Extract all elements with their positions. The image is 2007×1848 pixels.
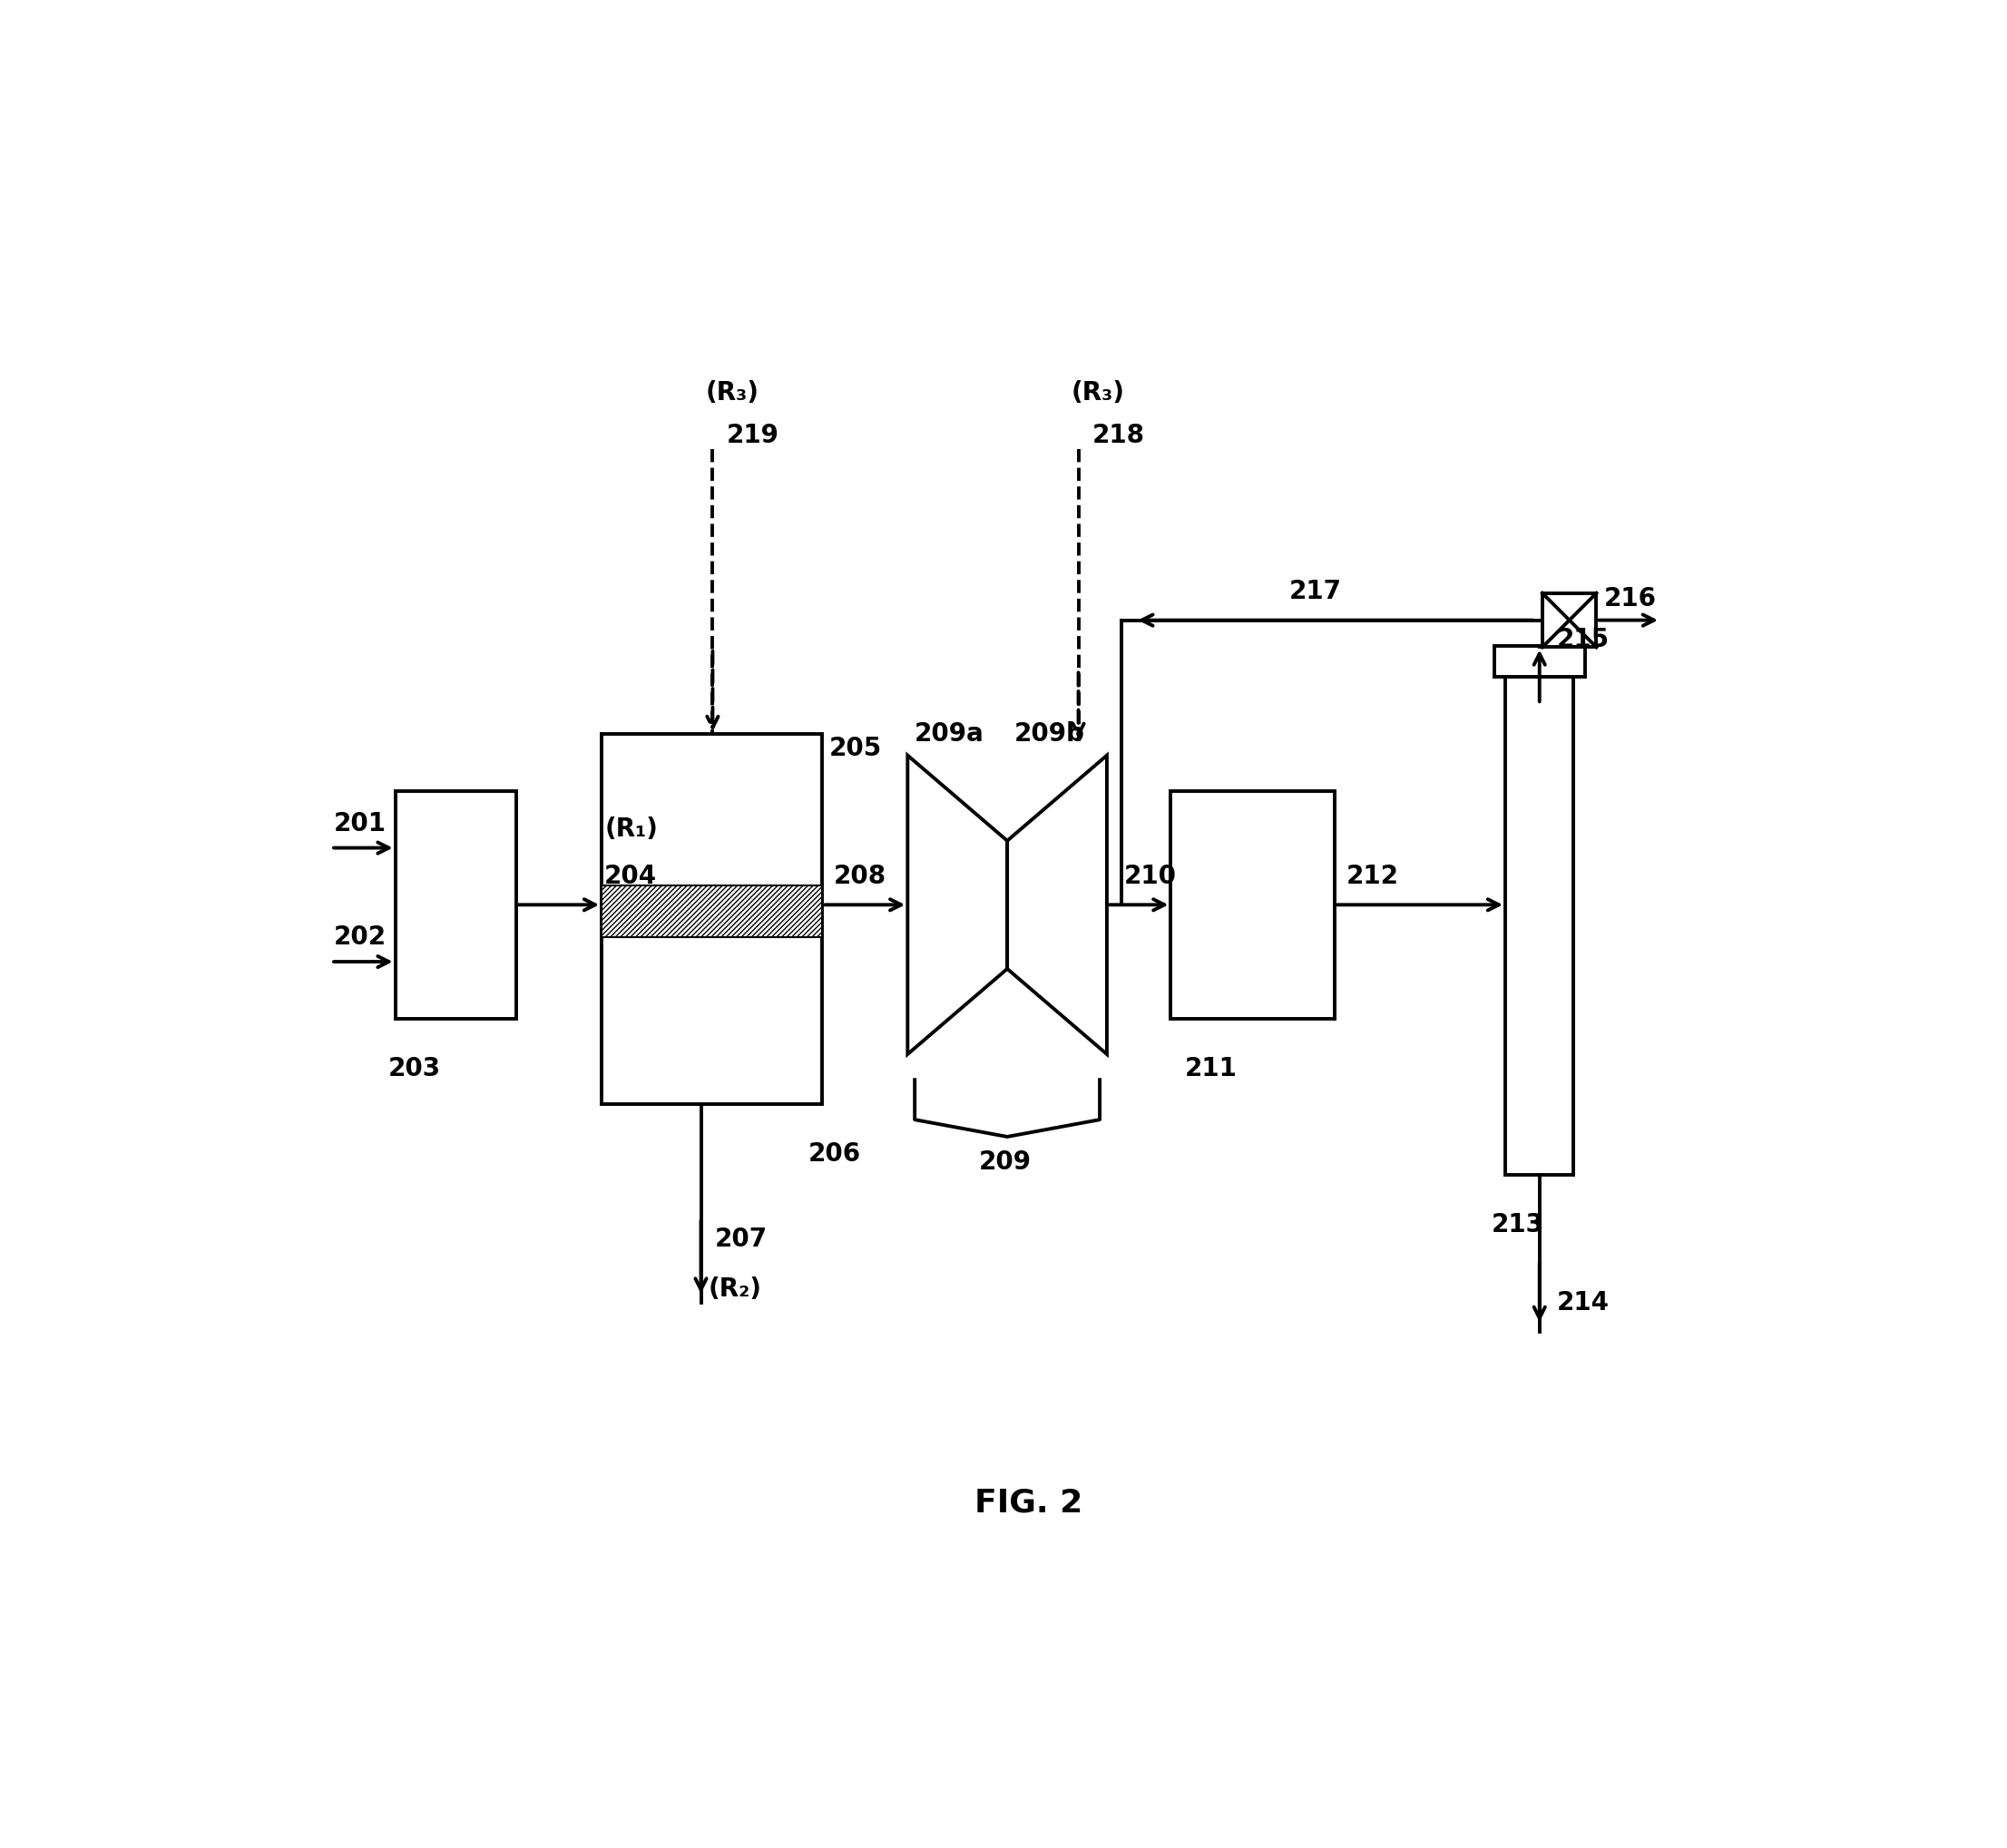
Bar bbox=[602, 885, 823, 937]
Text: 212: 212 bbox=[1347, 863, 1399, 889]
Text: 209a: 209a bbox=[915, 721, 983, 747]
Text: 202: 202 bbox=[333, 924, 387, 950]
Text: 216: 216 bbox=[1604, 586, 1656, 612]
Text: 215: 215 bbox=[1557, 626, 1610, 652]
Bar bbox=[1505, 676, 1573, 1175]
Text: 209b: 209b bbox=[1014, 721, 1086, 747]
Text: FIG. 2: FIG. 2 bbox=[975, 1488, 1082, 1517]
Bar bbox=[1541, 593, 1596, 647]
Bar bbox=[395, 791, 516, 1018]
Text: 214: 214 bbox=[1557, 1290, 1610, 1316]
Text: 201: 201 bbox=[333, 811, 387, 837]
Text: 213: 213 bbox=[1491, 1212, 1543, 1238]
Text: 204: 204 bbox=[604, 863, 656, 889]
Text: 205: 205 bbox=[829, 736, 883, 761]
Text: 209: 209 bbox=[979, 1149, 1032, 1175]
Bar bbox=[1170, 791, 1335, 1018]
Text: 210: 210 bbox=[1124, 863, 1176, 889]
Text: 217: 217 bbox=[1288, 578, 1341, 604]
Text: 211: 211 bbox=[1184, 1055, 1238, 1081]
Text: (R₃): (R₃) bbox=[1072, 379, 1124, 405]
Text: 206: 206 bbox=[809, 1140, 861, 1166]
Bar bbox=[1493, 645, 1586, 676]
Text: 203: 203 bbox=[387, 1055, 442, 1081]
Polygon shape bbox=[1008, 756, 1106, 1053]
Text: 207: 207 bbox=[714, 1227, 769, 1251]
Text: (R₃): (R₃) bbox=[706, 379, 759, 405]
Text: (R₁): (R₁) bbox=[604, 817, 658, 843]
Bar bbox=[602, 734, 823, 1103]
Text: 208: 208 bbox=[833, 863, 887, 889]
Text: (R₂): (R₂) bbox=[708, 1277, 761, 1301]
Text: 218: 218 bbox=[1092, 423, 1146, 447]
Text: 219: 219 bbox=[727, 423, 779, 447]
Polygon shape bbox=[907, 756, 1008, 1053]
